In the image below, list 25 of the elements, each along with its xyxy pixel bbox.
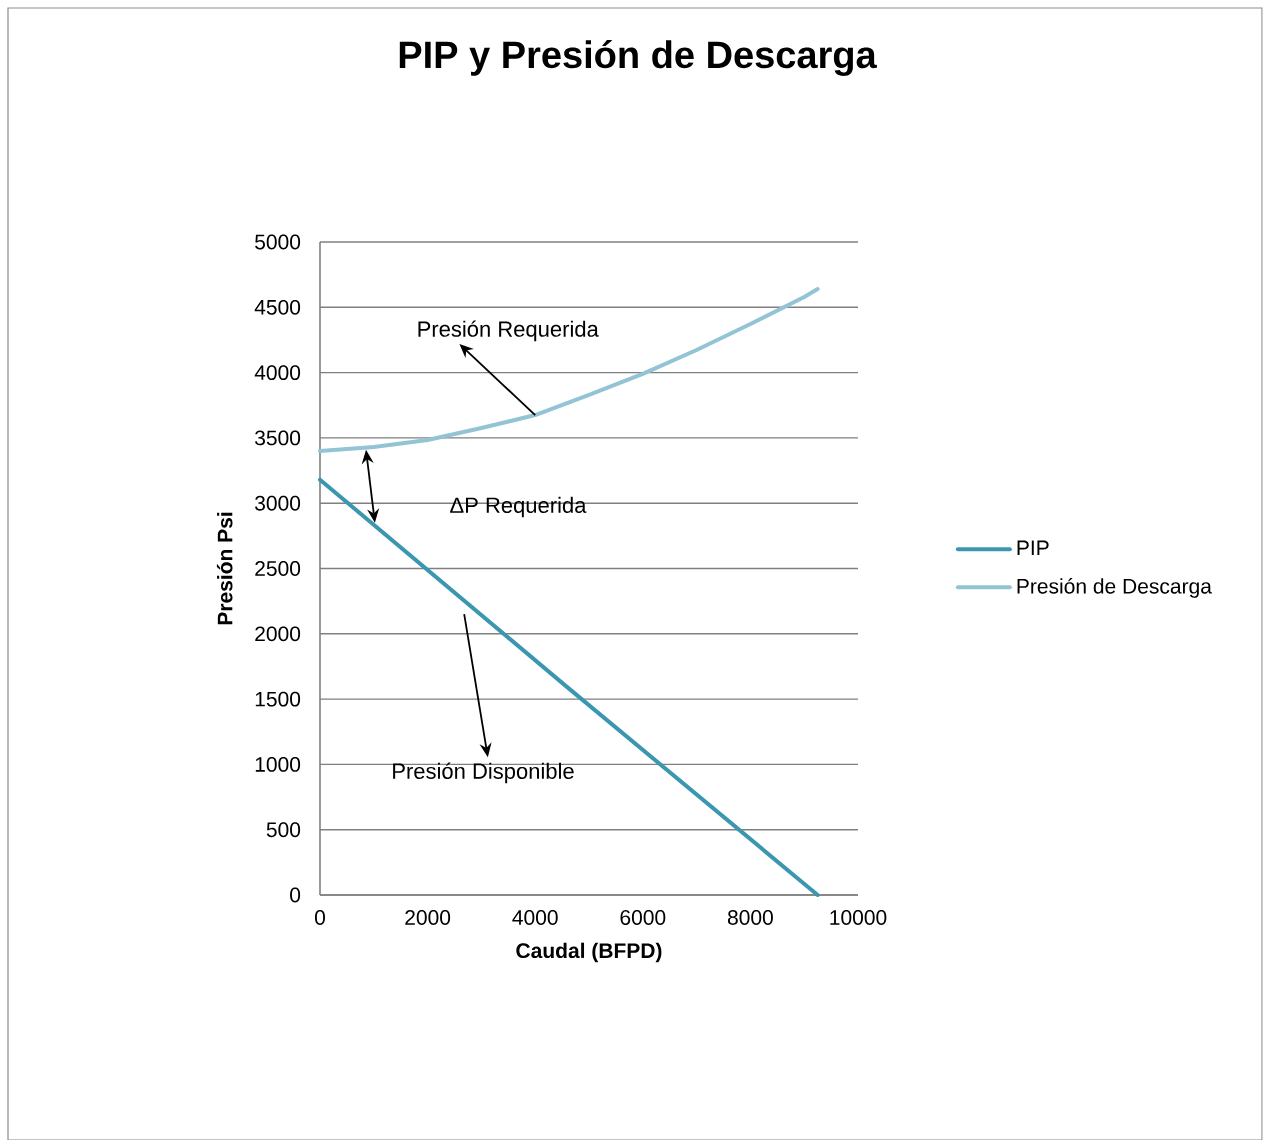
y-tick-label: 500: [266, 822, 301, 838]
x-tick-label: 4000: [512, 910, 558, 925]
x-tick-label: 2000: [405, 910, 451, 925]
y-tick-label: 2000: [255, 626, 301, 642]
y-tick-label: 5000: [255, 234, 301, 250]
chart-title: PIP y Presión de Descarga: [399, 40, 877, 76]
x-tick-label: 8000: [727, 910, 773, 925]
y-tick-label: 3000: [255, 495, 301, 511]
legend-label: Presión de Descarga: [1017, 577, 1212, 598]
y-tick-label: 1500: [255, 691, 301, 707]
y-tick-label: 4000: [254, 365, 301, 381]
y-tick-label: 1000: [255, 756, 301, 772]
y-tick-label: 0: [290, 887, 301, 903]
y-tick-label: 4500: [254, 299, 301, 315]
annotation: Presión Disponible: [393, 762, 574, 784]
x-tick-label: 0: [314, 910, 326, 925]
y-axis-title: Presión Psi: [216, 512, 233, 625]
x-tick-label: 6000: [620, 910, 666, 925]
y-tick-label: 3500: [255, 430, 301, 446]
annotation: ΔP Requerida: [450, 496, 587, 518]
legend-label: PIP: [1017, 540, 1049, 555]
x-axis-title: Caudal (BFPD): [516, 942, 662, 963]
y-tick-label: 2500: [255, 561, 301, 576]
x-tick-label: 10000: [830, 910, 887, 925]
annotation: Presión Requerida: [418, 320, 599, 342]
